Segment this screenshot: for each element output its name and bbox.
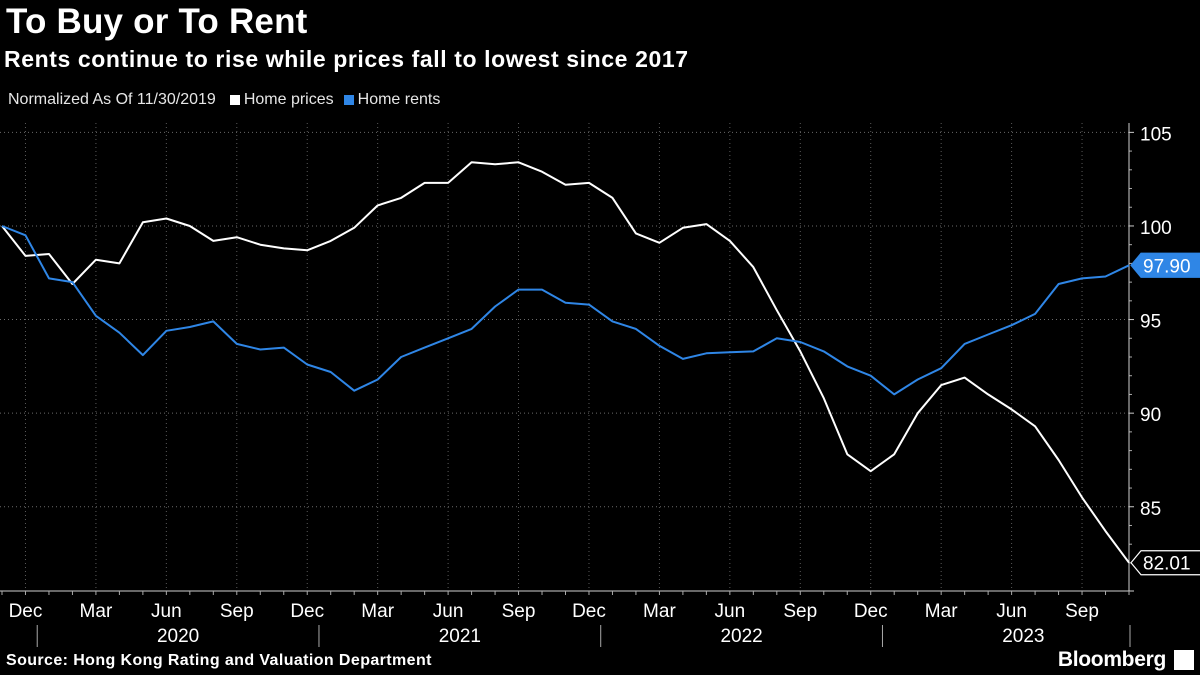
last-value-label-home-prices: 82.01 [1143, 554, 1191, 575]
legend-swatch-home-prices [229, 95, 240, 105]
x-tick-label: Jun [715, 601, 746, 622]
last-value-badge-home-prices [1130, 550, 1200, 576]
legend-normalization-note: Normalized As Of 11/30/2019 [8, 91, 216, 108]
legend-item-home-rents: Home rents [343, 91, 441, 109]
last-value-label-home-rents: 97.90 [1143, 256, 1191, 277]
legend-label-home-rents: Home rents [357, 91, 441, 108]
x-tick-label: Sep [220, 601, 254, 622]
year-label: 2023 [1002, 626, 1044, 647]
source-note: Source: Hong Kong Rating and Valuation D… [6, 652, 432, 669]
y-tick-label: 90 [1140, 405, 1161, 426]
legend: Normalized As Of 11/30/2019 Home prices … [8, 91, 450, 109]
x-tick-label: Mar [361, 601, 394, 622]
last-value-badge-home-rents [1130, 252, 1200, 278]
legend-item-home-prices: Home prices [229, 91, 334, 109]
x-tick-label: Mar [925, 601, 958, 622]
x-tick-label: Dec [9, 601, 43, 622]
x-tick-label: Dec [854, 601, 888, 622]
year-label: 2020 [157, 626, 199, 647]
chart-subtitle: Rents continue to rise while prices fall… [4, 46, 689, 72]
x-tick-label: Jun [996, 601, 1027, 622]
bloomberg-terminal-icon [1174, 650, 1194, 670]
legend-swatch-home-rents [343, 95, 354, 105]
y-tick-label: 100 [1140, 218, 1172, 239]
x-tick-label: Mar [643, 601, 676, 622]
x-tick-label: Sep [783, 601, 817, 622]
year-label: 2022 [720, 626, 762, 647]
chart-title: To Buy or To Rent [6, 2, 308, 41]
year-label: 2021 [439, 626, 481, 647]
x-tick-label: Jun [151, 601, 182, 622]
x-tick-label: Sep [1065, 601, 1099, 622]
bloomberg-logo: Bloomberg [1057, 648, 1166, 671]
x-tick-label: Dec [290, 601, 324, 622]
x-tick-label: Dec [572, 601, 606, 622]
y-tick-label: 95 [1140, 312, 1161, 333]
series-line-home-rents [1, 225, 1130, 396]
series-line-home-prices [1, 161, 1130, 564]
legend-label-home-prices: Home prices [243, 91, 334, 108]
y-tick-label: 105 [1140, 124, 1172, 145]
x-tick-label: Sep [502, 601, 536, 622]
x-tick-label: Mar [80, 601, 113, 622]
y-tick-label: 85 [1140, 499, 1161, 520]
x-tick-label: Jun [433, 601, 464, 622]
